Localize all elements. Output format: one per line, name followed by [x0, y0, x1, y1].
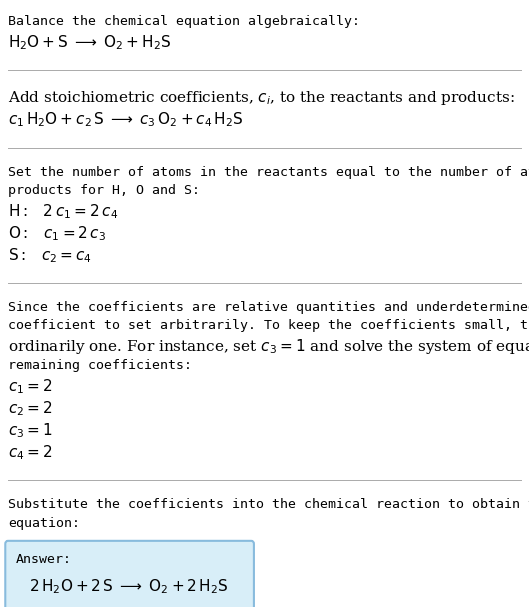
Text: products for H, O and S:: products for H, O and S: [8, 184, 200, 197]
Text: $\mathrm{H_2O + S \;\longrightarrow\; O_2 + H_2S}$: $\mathrm{H_2O + S \;\longrightarrow\; O_… [8, 33, 171, 52]
Text: $\mathrm{O:}\;\;\; c_1 = 2\,c_3$: $\mathrm{O:}\;\;\; c_1 = 2\,c_3$ [8, 224, 106, 243]
Text: $c_3 = 1$: $c_3 = 1$ [8, 421, 52, 440]
Text: Since the coefficients are relative quantities and underdetermined, choose a: Since the coefficients are relative quan… [8, 301, 529, 314]
Text: Set the number of atoms in the reactants equal to the number of atoms in the: Set the number of atoms in the reactants… [8, 166, 529, 178]
Text: coefficient to set arbitrarily. To keep the coefficients small, the arbitrary va: coefficient to set arbitrarily. To keep … [8, 319, 529, 332]
Text: $c_4 = 2$: $c_4 = 2$ [8, 443, 52, 462]
Text: $2\,\mathrm{H_2O} + 2\,\mathrm{S} \;\longrightarrow\; \mathrm{O_2} + 2\,\mathrm{: $2\,\mathrm{H_2O} + 2\,\mathrm{S} \;\lon… [29, 577, 229, 596]
FancyBboxPatch shape [5, 541, 254, 607]
Text: $c_2 = 2$: $c_2 = 2$ [8, 399, 52, 418]
Text: $c_1 = 2$: $c_1 = 2$ [8, 378, 52, 396]
Text: Answer:: Answer: [16, 553, 72, 566]
Text: equation:: equation: [8, 517, 80, 529]
Text: Balance the chemical equation algebraically:: Balance the chemical equation algebraica… [8, 15, 360, 28]
Text: $\mathrm{H:}\;\;\; 2\,c_1 = 2\,c_4$: $\mathrm{H:}\;\;\; 2\,c_1 = 2\,c_4$ [8, 202, 118, 221]
Text: Add stoichiometric coefficients, $c_i$, to the reactants and products:: Add stoichiometric coefficients, $c_i$, … [8, 89, 515, 107]
Text: $\mathrm{S:}\;\;\; c_2 = c_4$: $\mathrm{S:}\;\;\; c_2 = c_4$ [8, 246, 92, 265]
Text: $c_1\, \mathrm{H_2O} + c_2\, \mathrm{S} \;\longrightarrow\; c_3\, \mathrm{O_2} +: $c_1\, \mathrm{H_2O} + c_2\, \mathrm{S} … [8, 110, 243, 129]
Text: remaining coefficients:: remaining coefficients: [8, 359, 192, 372]
Text: Substitute the coefficients into the chemical reaction to obtain the balanced: Substitute the coefficients into the che… [8, 498, 529, 511]
Text: ordinarily one. For instance, set $c_3 = 1$ and solve the system of equations fo: ordinarily one. For instance, set $c_3 =… [8, 337, 529, 356]
